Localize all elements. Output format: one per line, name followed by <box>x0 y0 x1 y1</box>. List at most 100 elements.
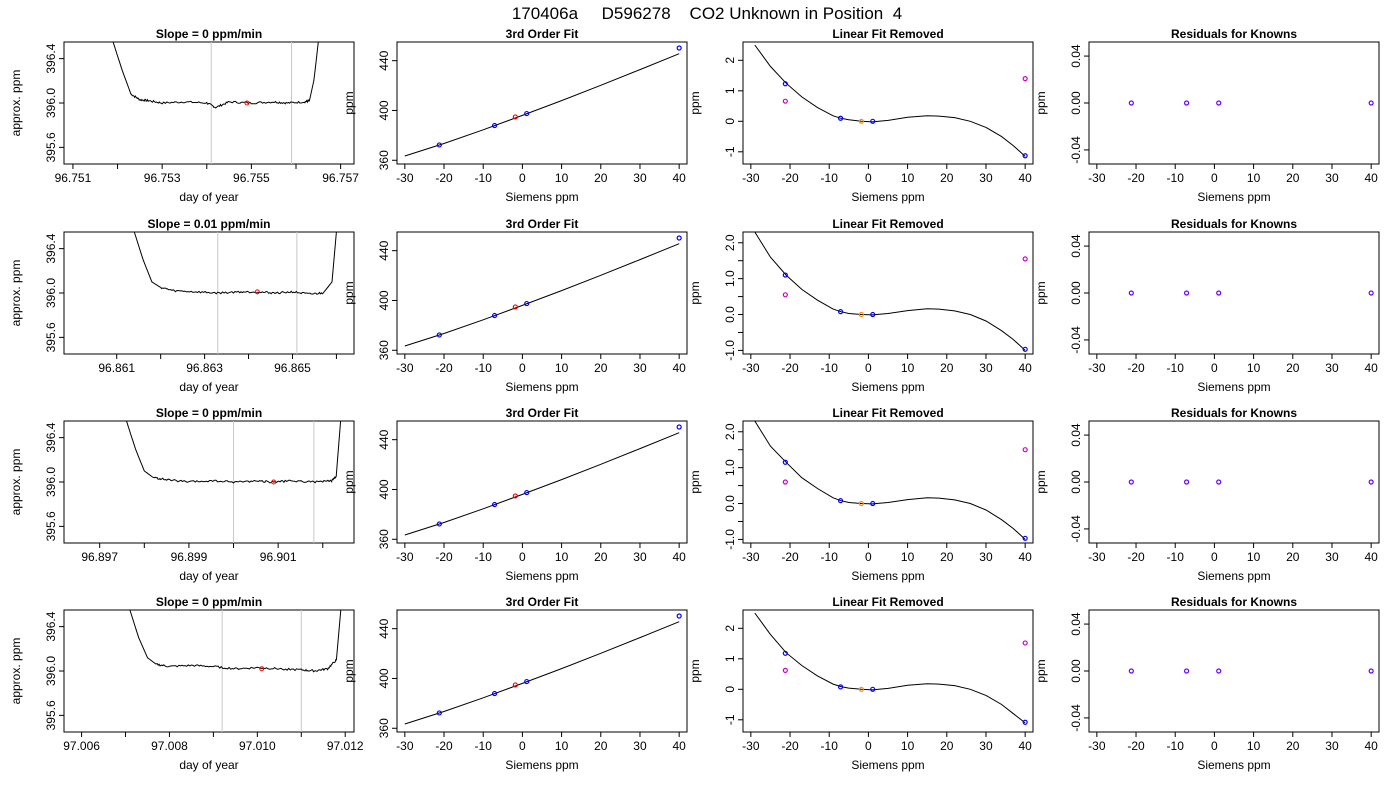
fit-curve <box>754 421 1026 540</box>
x-tick-label: -30 <box>1088 171 1106 185</box>
x-axis-label: Siemens ppm <box>505 758 578 772</box>
y-tick-label: 396.4 <box>44 233 58 263</box>
y-tick-label: 396.0 <box>44 467 58 497</box>
data-point <box>782 479 788 485</box>
x-tick-label: -30 <box>396 361 414 375</box>
panel-title: Slope = 0 ppm/min <box>156 406 262 420</box>
plot-area <box>112 42 319 164</box>
data-point <box>512 493 518 499</box>
x-tick-label: 40 <box>1018 171 1032 185</box>
x-tick-label: -20 <box>435 361 453 375</box>
chart-panel: Linear Fit Removed -30 -20 -10 0 10 20 30 40 -1.0… <box>688 406 1034 583</box>
chart-panel: Residuals for Knowns -30 -20 -10 0 10 20 30 40 -0… <box>1034 27 1380 204</box>
x-tick-label: 20 <box>940 739 954 753</box>
x-tick-label: -30 <box>742 171 760 185</box>
data-point <box>1183 100 1190 106</box>
y-tick-label: 2 <box>723 57 737 64</box>
data-point <box>1022 640 1028 646</box>
plot-area <box>126 421 342 543</box>
x-tick-label: 30 <box>1325 550 1339 564</box>
x-axis-label: Siemens ppm <box>851 569 924 583</box>
x-tick-label: -30 <box>396 739 414 753</box>
x-tick-label: 96.757 <box>322 171 359 185</box>
y-tick-label: 396.4 <box>44 611 58 641</box>
data-point <box>870 500 876 507</box>
plot-area <box>129 610 342 732</box>
plot-area <box>1128 479 1374 485</box>
data-point <box>837 498 844 504</box>
plot-area <box>404 235 682 347</box>
y-tick-label: 0.00 <box>1069 281 1083 305</box>
x-tick-label: -20 <box>1127 550 1145 564</box>
y-tick-label: 440 <box>377 240 391 260</box>
fit-curve <box>404 432 680 536</box>
chart-panel: 3rd Order Fit -30 -20 -10 0 10 20 30 40 360 400 440… <box>342 217 688 394</box>
data-point <box>491 122 498 129</box>
x-tick-label: 96.901 <box>260 550 297 564</box>
x-tick-label: -10 <box>821 171 839 185</box>
x-tick-label: -10 <box>475 550 493 564</box>
x-axis-label: Siemens ppm <box>505 380 578 394</box>
x-tick-label: -10 <box>475 361 493 375</box>
x-tick-label: 0 <box>865 550 872 564</box>
chart-panel: Slope = 0 ppm/min 96.751 96.753 96.755 96.75… <box>9 27 359 204</box>
y-tick-label: 0.04 <box>1069 423 1083 447</box>
data-point <box>870 686 876 692</box>
data-point <box>1183 479 1190 485</box>
y-tick-label: 395.6 <box>44 132 58 162</box>
x-tick-label: 20 <box>940 550 954 564</box>
x-tick-label: 10 <box>901 550 915 564</box>
y-axis-label: ppm <box>1034 470 1048 493</box>
data-point <box>837 309 844 315</box>
data-point <box>491 312 498 319</box>
x-tick-label: 0 <box>519 550 526 564</box>
x-tick-label: 96.753 <box>144 171 181 185</box>
x-tick-label: 20 <box>594 171 608 185</box>
sample-point <box>271 479 277 485</box>
x-tick-label: 97.012 <box>327 739 364 753</box>
y-tick-label: 0.00 <box>1069 470 1083 494</box>
x-axis-label: Siemens ppm <box>1197 380 1270 394</box>
data-point <box>524 300 530 307</box>
x-tick-label: -30 <box>396 550 414 564</box>
plot-area <box>404 613 682 725</box>
data-point <box>858 686 864 692</box>
data-point <box>1183 668 1190 674</box>
page-title: 170406a D596278 CO2 Unknown in Position … <box>512 4 902 23</box>
y-tick-label: 1.0 <box>723 270 737 287</box>
y-tick-label: 396.4 <box>44 422 58 452</box>
plot-area <box>404 45 682 157</box>
x-tick-label: -10 <box>475 739 493 753</box>
plot-area <box>754 421 1028 541</box>
plot-frame <box>742 609 1034 733</box>
x-tick-label: 10 <box>555 550 569 564</box>
data-point <box>1128 290 1134 296</box>
x-tick-label: -30 <box>1088 550 1106 564</box>
data-point <box>782 667 788 673</box>
sample-point <box>259 666 265 672</box>
fit-curve <box>404 53 680 157</box>
y-axis-label: approx. ppm <box>9 449 23 516</box>
plot-frame <box>1088 609 1380 733</box>
plot-area <box>754 44 1028 159</box>
data-point <box>1022 535 1028 541</box>
data-point <box>1368 290 1374 296</box>
x-axis-label: Siemens ppm <box>505 569 578 583</box>
x-tick-label: -20 <box>781 361 799 375</box>
x-tick-label: 0 <box>519 171 526 185</box>
data-point <box>782 650 788 656</box>
x-axis-label: Siemens ppm <box>1197 190 1270 204</box>
x-tick-label: 10 <box>901 171 915 185</box>
data-point <box>1216 100 1222 106</box>
y-tick-label: 400 <box>377 100 391 120</box>
data-point <box>1128 479 1134 485</box>
y-tick-label: 440 <box>377 618 391 638</box>
data-point <box>1022 256 1028 262</box>
data-point <box>1183 290 1190 296</box>
chart-panel: 3rd Order Fit -30 -20 -10 0 10 20 30 40 360 400 440… <box>342 406 688 583</box>
panel-title: Linear Fit Removed <box>832 406 943 420</box>
chart-panel: 3rd Order Fit -30 -20 -10 0 10 20 30 40 360 400 440… <box>342 595 688 772</box>
data-point <box>837 684 844 690</box>
panel-title: 3rd Order Fit <box>506 27 579 41</box>
y-axis-label: ppm <box>688 91 702 114</box>
